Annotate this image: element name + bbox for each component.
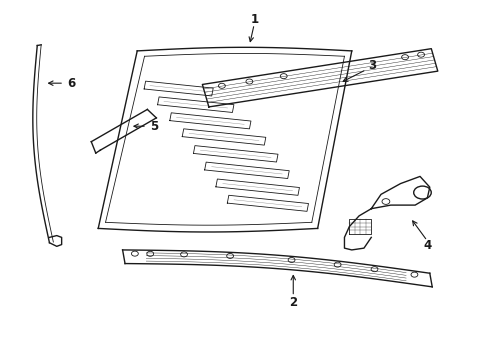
Text: 6: 6 [67,77,75,90]
Text: 5: 5 [149,120,158,133]
Text: 3: 3 [367,59,376,72]
Text: 2: 2 [288,296,297,309]
Text: 4: 4 [422,239,430,252]
Text: 1: 1 [250,13,258,26]
